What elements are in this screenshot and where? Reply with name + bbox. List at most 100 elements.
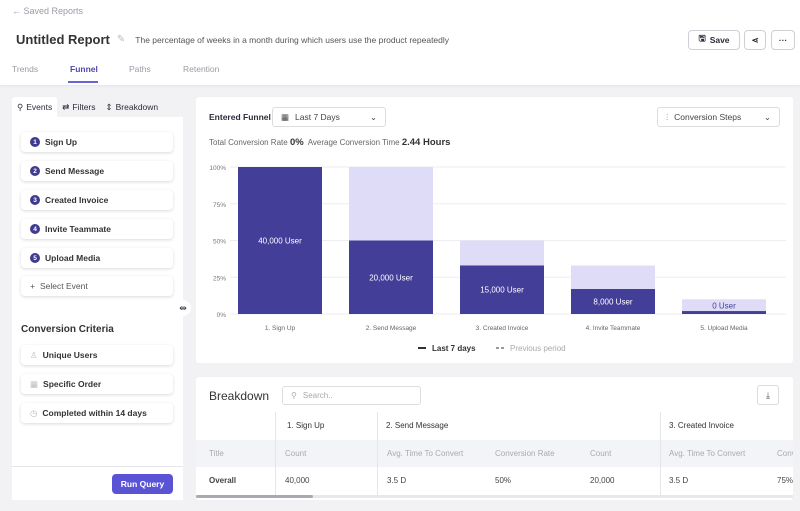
- event-item[interactable]: 4 Invite Teammate: [21, 219, 173, 239]
- divider: [12, 466, 183, 467]
- divider: [660, 412, 661, 497]
- event-label: Upload Media: [45, 253, 101, 263]
- funnel-chart: 0% 25% 50% 75% 100% 40,000 User 1. Sign Up 20,0…: [209, 165, 786, 353]
- bar-current[interactable]: [349, 240, 433, 315]
- calendar-icon: ▦: [281, 111, 290, 122]
- run-query-button[interactable]: Run Query: [112, 474, 173, 494]
- event-label: Sign Up: [45, 137, 78, 147]
- report-description: The percentage of weeks in a month durin…: [135, 34, 450, 45]
- share-icon: ⋖: [751, 34, 759, 45]
- group-header: 1. Sign Up: [287, 421, 325, 430]
- step-number-badge: 1: [30, 137, 40, 147]
- group-header: 2. Send Message: [386, 421, 449, 430]
- criteria-label: Unique Users: [42, 350, 98, 360]
- column-header: Count: [285, 449, 307, 458]
- bar-current[interactable]: [238, 167, 322, 314]
- x-tick-label: 5. Upload Media: [700, 325, 748, 332]
- column-header: Avg. Time To Convert: [387, 449, 464, 458]
- plus-icon: +: [30, 281, 35, 291]
- event-label: Invite Teammate: [45, 224, 111, 234]
- tab-trends[interactable]: Trends: [12, 64, 39, 74]
- tab-retention[interactable]: Retention: [183, 64, 220, 74]
- bar-chart-icon: ⫶: [666, 111, 669, 122]
- event-item[interactable]: 3 Created Invoice: [21, 190, 173, 210]
- pencil-icon[interactable]: ✎: [116, 34, 126, 45]
- scrollbar-thumb[interactable]: [196, 495, 313, 498]
- breakdown-card: Breakdown ⚲ Search.. ⤓ 1. Sign Up 2. Send…: [196, 377, 793, 500]
- table-cell: 3.5 D: [669, 476, 689, 485]
- event-label: Send Message: [45, 166, 105, 176]
- events-icon: ⚲: [17, 101, 24, 112]
- tab-breakdown[interactable]: ⇕ Breakdown: [101, 97, 164, 117]
- legend-label-current[interactable]: Last 7 days: [432, 344, 476, 353]
- tab-events[interactable]: ⚲ Events: [12, 97, 58, 117]
- select-event-label: Select Event: [39, 281, 88, 291]
- step-number-badge: 2: [30, 166, 40, 176]
- report-title[interactable]: Untitled Report: [16, 32, 110, 47]
- x-tick-label: 3. Created Invoice: [476, 325, 529, 332]
- criteria-item[interactable]: ♙ Unique Users: [21, 345, 173, 365]
- tab-funnel[interactable]: Funnel: [70, 64, 98, 74]
- y-tick-label: 50%: [213, 239, 226, 246]
- bar-previous[interactable]: [682, 299, 766, 314]
- criteria-label: Specific Order: [43, 379, 102, 389]
- back-link[interactable]: ← Saved Reports: [12, 6, 84, 16]
- chevron-down-icon: ⌄: [369, 111, 377, 122]
- download-button[interactable]: ⤓: [757, 385, 779, 405]
- column-header: Conv: [777, 449, 793, 458]
- bar-current[interactable]: [571, 289, 655, 314]
- left-panel: 1 Sign Up 2 Send Message 3 Created Invoice 4 In…: [12, 117, 183, 500]
- y-tick-label: 100%: [209, 165, 226, 172]
- view-select-value: Conversion Steps: [674, 112, 742, 122]
- event-item[interactable]: 2 Send Message: [21, 161, 173, 181]
- table-cell: 20,000: [590, 476, 615, 485]
- view-select[interactable]: ⫶ Conversion Steps ⌄: [657, 107, 780, 127]
- save-button[interactable]: 🖫 Save: [688, 30, 740, 50]
- resize-handle-icon[interactable]: ⇹: [175, 300, 191, 316]
- event-item[interactable]: 5 Upload Media: [21, 248, 173, 268]
- left-panel-tabs: ⚲ Events ⇄ Filters ⇕ Breakdown: [12, 97, 183, 117]
- grid-icon: ▦: [30, 378, 39, 389]
- back-label: Saved Reports: [23, 6, 84, 16]
- date-range-select[interactable]: ▦ Last 7 Days ⌄: [272, 107, 386, 127]
- download-icon: ⤓: [766, 389, 770, 400]
- table-cell: Overall: [209, 476, 237, 485]
- more-button[interactable]: ···: [771, 30, 795, 50]
- title-row: Untitled Report ✎ The percentage of week…: [16, 32, 449, 47]
- table-cell: 3.5 D: [387, 476, 407, 485]
- tab-paths[interactable]: Paths: [129, 64, 151, 74]
- bar-current[interactable]: [682, 311, 766, 314]
- search-placeholder: Search..: [302, 391, 333, 400]
- table-cell: 40,000: [285, 476, 310, 485]
- bar-data-label: 0 User: [712, 302, 736, 311]
- bar-data-label: 20,000 User: [369, 273, 413, 282]
- criteria-label: Completed within 14 days: [42, 408, 147, 418]
- save-icon: 🖫: [698, 33, 706, 43]
- column-header: Count: [590, 449, 612, 458]
- total-rate-label: Total Conversion Rate: [209, 138, 288, 147]
- criteria-item[interactable]: ◷ Completed within 14 days: [21, 403, 173, 423]
- table-cell: 75%: [777, 476, 793, 485]
- y-tick-label: 0%: [217, 312, 227, 319]
- table-cell: 50%: [495, 476, 512, 485]
- funnel-chart-card: Entered Funnel ▦ Last 7 Days ⌄ ⫶ Conversion…: [196, 97, 793, 363]
- share-button[interactable]: ⋖: [744, 30, 766, 50]
- conversion-summary: Total Conversion Rate 0% Average Convers…: [209, 137, 450, 148]
- legend-label-previous[interactable]: Previous period: [510, 344, 566, 353]
- filters-icon: ⇄: [62, 101, 70, 112]
- step-number-badge: 5: [30, 253, 40, 263]
- x-tick-label: 4. Invite Teammate: [586, 325, 641, 332]
- breakdown-icon: ⇕: [105, 101, 113, 112]
- criteria-item[interactable]: ▦ Specific Order: [21, 374, 173, 394]
- event-item[interactable]: 1 Sign Up: [21, 132, 173, 152]
- select-event-button[interactable]: + Select Event: [21, 276, 173, 296]
- save-label: Save: [709, 35, 730, 45]
- x-tick-label: 2. Send Message: [366, 325, 417, 332]
- tab-filters[interactable]: ⇄ Filters: [57, 97, 100, 117]
- bar-data-label: 15,000 User: [480, 286, 524, 295]
- more-icon: ···: [778, 35, 788, 45]
- horizontal-scrollbar[interactable]: [196, 495, 793, 498]
- bar-current[interactable]: [460, 265, 544, 314]
- search-input[interactable]: ⚲ Search..: [282, 386, 421, 405]
- active-tab-indicator: [68, 81, 98, 83]
